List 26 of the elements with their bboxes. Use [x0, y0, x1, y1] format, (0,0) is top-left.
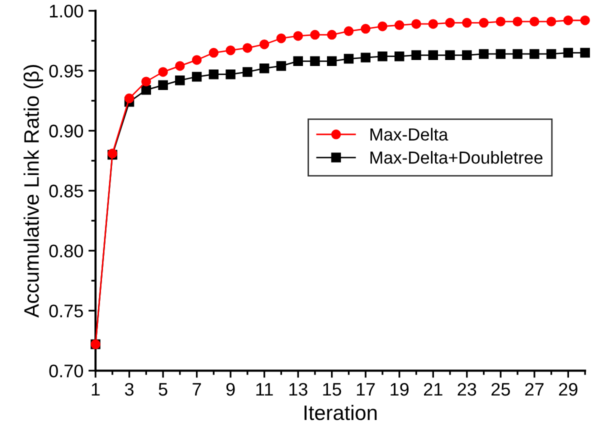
x-tick-label: 23	[458, 382, 476, 396]
x-tick-label: 9	[226, 382, 235, 396]
y-axis-title: Accumulative Link Ratio (β)	[24, 65, 44, 318]
y-tick-label: 0.85	[49, 184, 83, 198]
x-axis-title: Iteration	[304, 404, 377, 420]
x-tick-label: 25	[492, 382, 510, 396]
x-tick-label: 1	[92, 383, 100, 396]
y-tick-label: 0.80	[49, 244, 84, 258]
x-tick-label: 3	[124, 382, 134, 396]
legend-label: Max-Delta+Doubletree	[370, 151, 542, 164]
y-tick-label: 1.00	[50, 4, 84, 18]
y-tick-label: 0.75	[49, 304, 83, 318]
x-tick-label: 11	[256, 383, 273, 396]
x-tick-label: 5	[158, 383, 168, 396]
y-tick-label: 0.90	[49, 124, 84, 138]
x-tick-label: 27	[525, 382, 544, 396]
x-tick-label: 15	[323, 383, 342, 396]
y-tick-label: 0.95	[49, 64, 83, 78]
x-tick-label: 13	[289, 382, 308, 396]
x-tick-label: 7	[192, 383, 201, 396]
x-tick-label: 17	[356, 383, 375, 396]
x-tick-label: 21	[424, 382, 442, 396]
x-tick-label: 19	[390, 382, 409, 396]
y-tick-label: 0.70	[49, 364, 84, 378]
legend-label: Max-Delta	[370, 128, 448, 141]
x-tick-label: 29	[559, 382, 578, 396]
